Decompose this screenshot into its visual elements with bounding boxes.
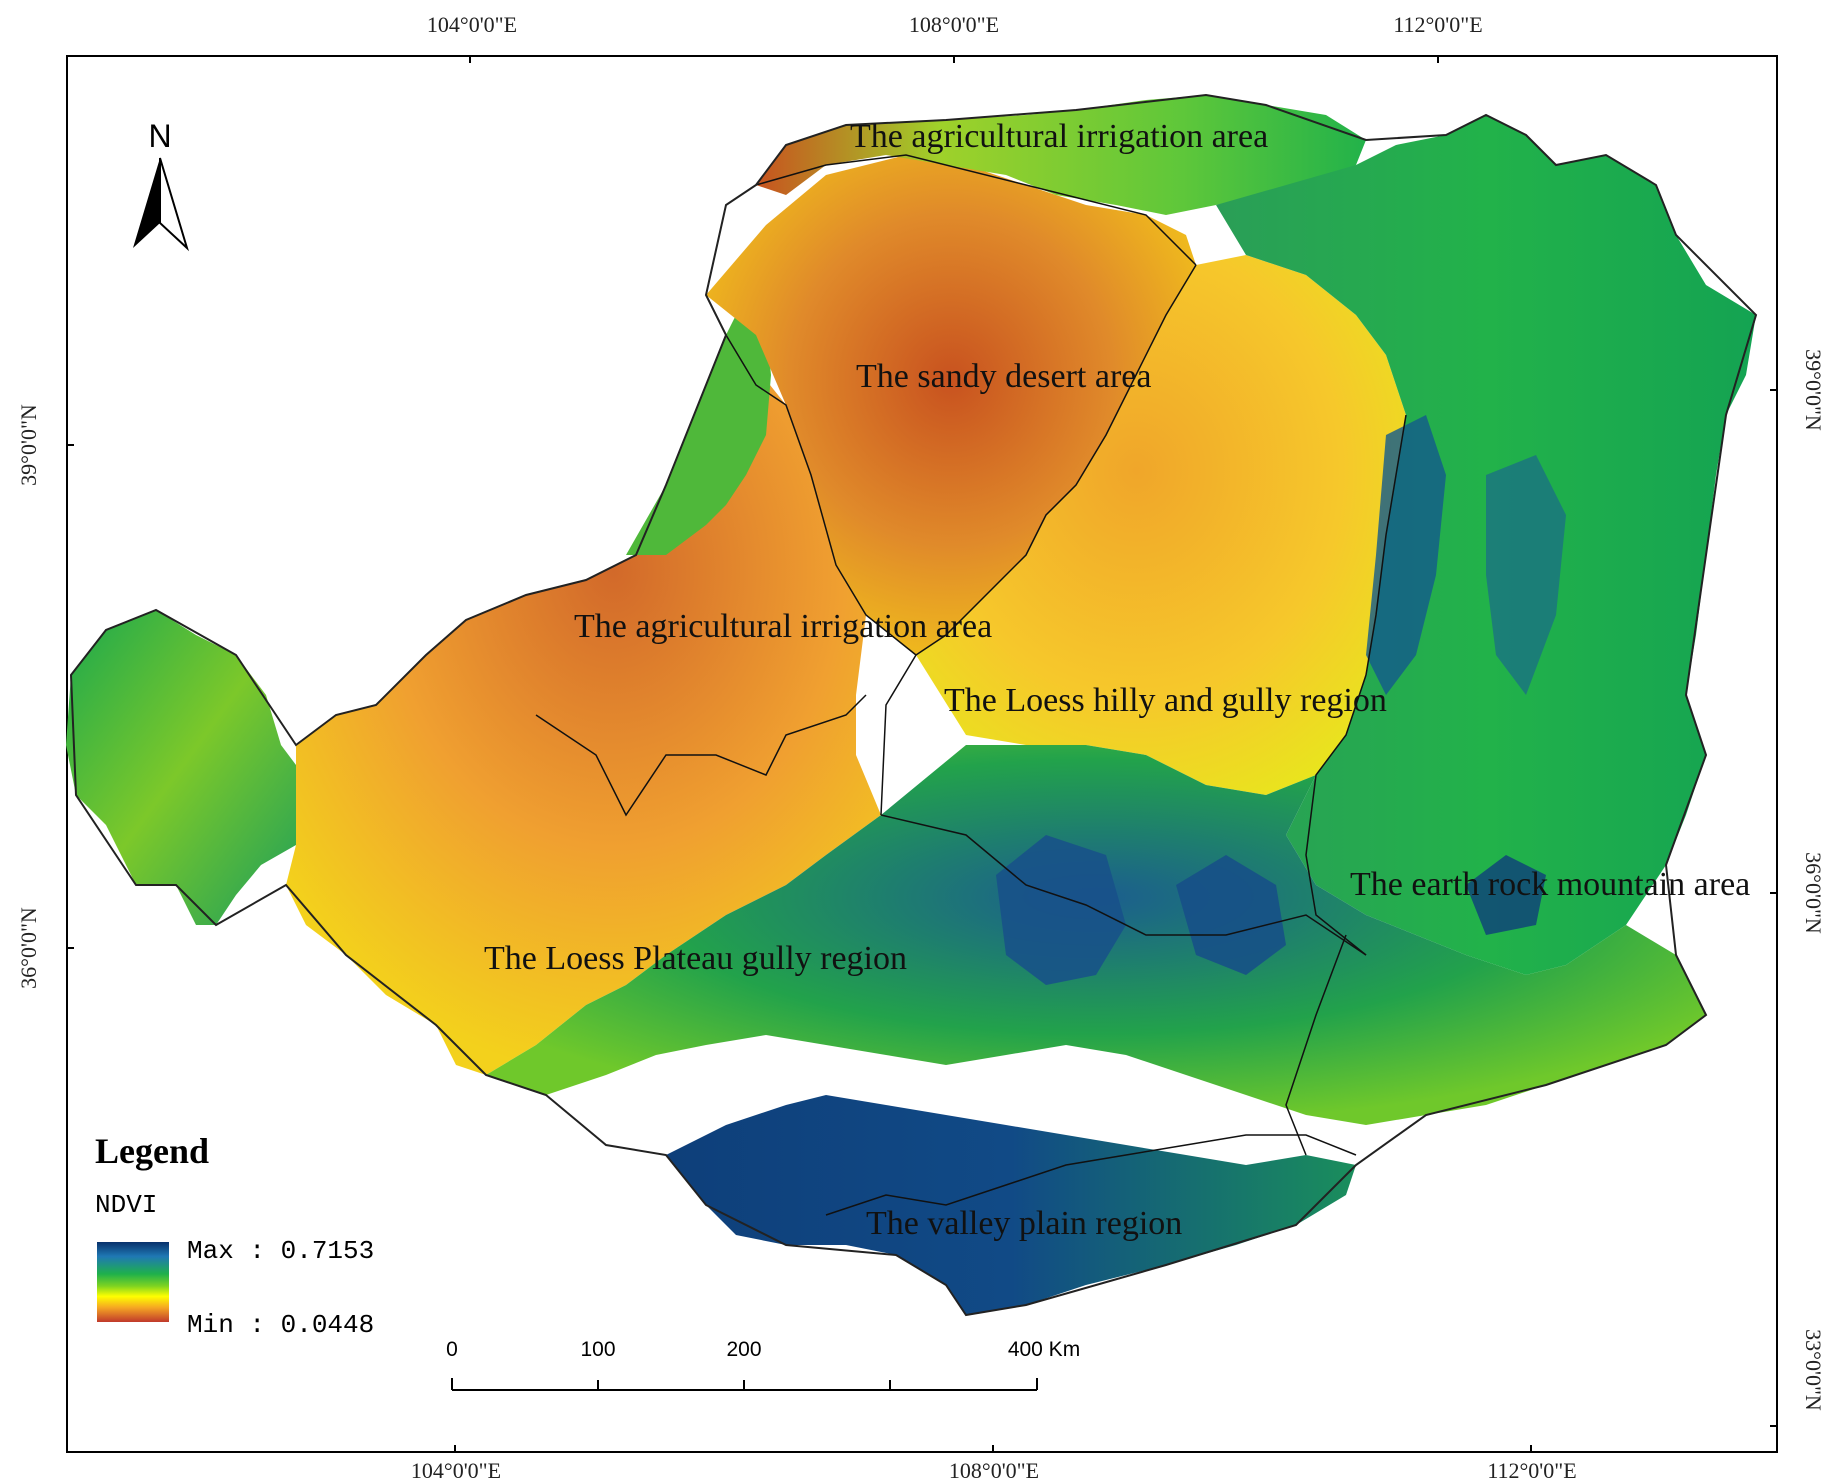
region-hilly-shape — [916, 255, 1406, 795]
label-valley-plain: The valley plain region — [866, 1205, 1183, 1242]
scale-label-400: 400 Km — [1007, 1338, 1081, 1361]
label-sandy-desert: The sandy desert area — [856, 358, 1152, 395]
coord-right-3: 33°0'0"N — [1801, 1329, 1826, 1411]
coord-bottom-2: 108°0'0"E — [948, 1458, 1040, 1483]
legend-title: Legend — [95, 1131, 210, 1171]
label-earth-rock: The earth rock mountain area — [1350, 866, 1751, 903]
legend-min: Min : 0.0448 — [187, 1310, 375, 1340]
region-west-shape — [66, 610, 296, 925]
coord-right-2: 36°0'0"N — [1801, 852, 1826, 934]
legend: Legend NDVI Max : 0.7153 Min : 0.0448 — [95, 1130, 415, 1350]
north-arrow-icon — [133, 157, 190, 252]
coord-left-1: 39°0'0"N — [16, 404, 41, 486]
scale-label-200: 200 — [726, 1338, 762, 1361]
coord-right-1: 39°0'0"N — [1801, 349, 1826, 431]
coord-bottom-1: 104°0'0"E — [410, 1458, 502, 1483]
scale-label-0: 0 — [446, 1338, 458, 1361]
label-irrigation-north: The agricultural irrigation area — [850, 118, 1269, 155]
label-irrigation-mid: The agricultural irrigation area — [574, 608, 993, 645]
scale-label-100: 100 — [580, 1338, 616, 1361]
legend-field: NDVI — [95, 1190, 158, 1220]
region-desert-shape — [706, 155, 1196, 655]
legend-color-ramp — [97, 1242, 169, 1322]
legend-max: Max : 0.7153 — [187, 1236, 375, 1266]
label-loess-hilly: The Loess hilly and gully region — [944, 682, 1387, 719]
region-gully-shape — [286, 355, 881, 1075]
scale-bar-line — [451, 1378, 1038, 1391]
coord-top-2: 108°0'0"E — [908, 12, 1000, 37]
coord-bottom-3: 112°0'0"E — [1487, 1458, 1577, 1483]
scale-bar: 0 100 200 400 Km — [446, 1338, 1080, 1398]
label-loess-gully: The Loess Plateau gully region — [484, 940, 908, 977]
ndvi-map — [66, 55, 1778, 1453]
coord-left-2: 36°0'0"N — [16, 907, 41, 989]
north-label: N — [148, 118, 172, 154]
coord-top-1: 104°0'0"E — [426, 12, 518, 37]
north-arrow: N — [125, 118, 195, 258]
region-irrigation-mid-shape — [626, 295, 771, 555]
coord-top-3: 112°0'0"E — [1393, 12, 1483, 37]
region-irrigation-north-shape — [756, 95, 1366, 215]
